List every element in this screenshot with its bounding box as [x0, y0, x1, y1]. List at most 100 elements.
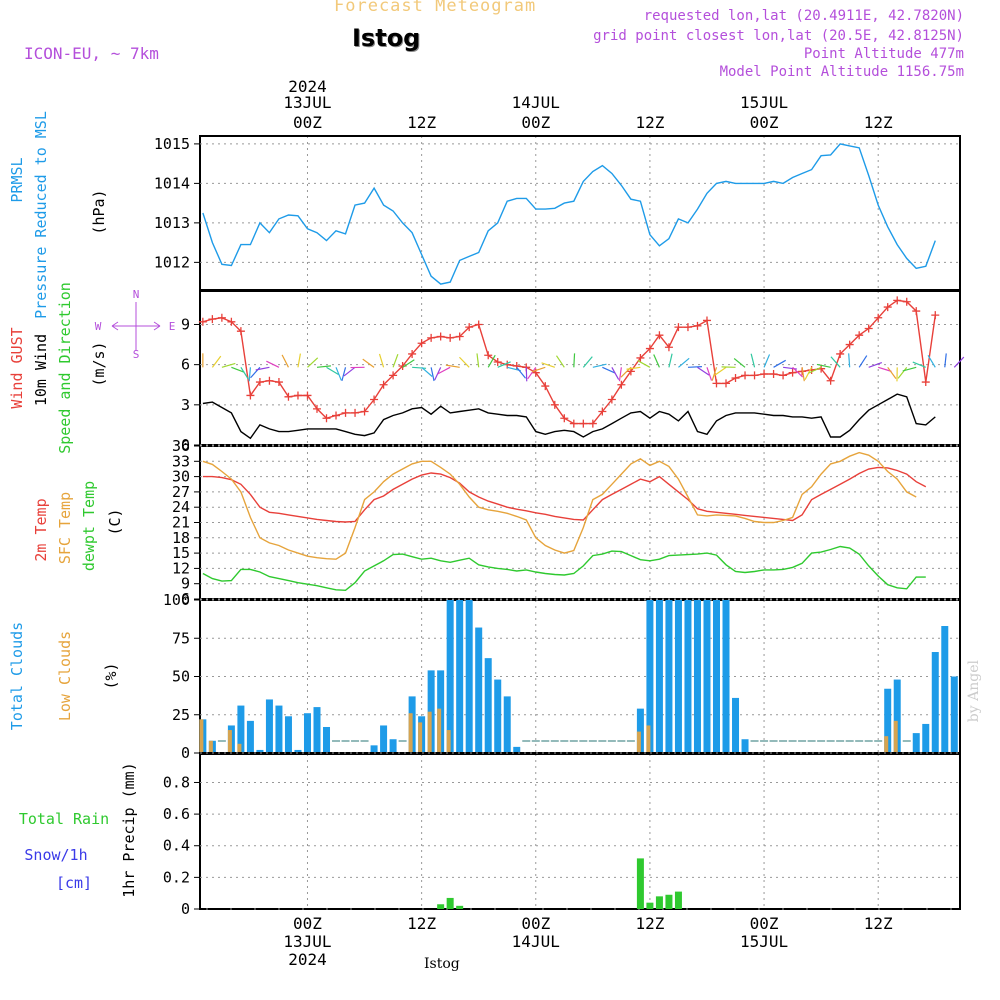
total-cloud-bar — [646, 600, 654, 752]
gust-marker — [341, 408, 350, 417]
compass-east: E — [169, 320, 176, 333]
wind-direction-arrow — [362, 358, 375, 368]
wind-direction-arrow — [912, 361, 926, 368]
gust-marker — [702, 316, 711, 325]
wind-direction-arrow — [341, 367, 347, 382]
wind-10m-label: 10m Wind — [32, 334, 50, 406]
wind-direction-arrow — [211, 355, 222, 368]
total-cloud-bar — [693, 600, 701, 752]
total-cloud-bar — [912, 733, 920, 752]
total-cloud-bar — [265, 699, 273, 752]
wind-direction-arrow — [297, 353, 301, 368]
compass-south: S — [133, 348, 140, 361]
total-cloud-bar — [294, 749, 302, 752]
clouds-unit: (%) — [102, 662, 120, 689]
wind-speed-dir-label: Speed and Direction — [56, 282, 74, 454]
gust-marker — [417, 339, 426, 348]
wind-direction-arrow — [868, 361, 883, 368]
temp-dewpt-label: dewpt Temp — [80, 481, 98, 571]
gust-marker — [550, 400, 559, 409]
precip-bar — [456, 905, 464, 909]
gust-marker — [664, 343, 673, 352]
gust-marker — [408, 349, 417, 358]
top-hour-label: 12Z — [407, 113, 436, 132]
wind-direction-arrow — [555, 355, 565, 368]
precip-bar — [446, 897, 454, 909]
series-line-wind-1 — [202, 393, 936, 440]
gust-marker — [446, 333, 455, 342]
wind-direction-arrow — [527, 366, 537, 380]
y-tick-label: 21 — [172, 514, 190, 532]
series-line-temperature-1 — [202, 451, 917, 560]
low-cloud-bar — [199, 719, 204, 752]
y-tick-label: 36 — [172, 437, 190, 455]
gust-marker — [855, 331, 864, 340]
wind-direction-arrow — [307, 357, 319, 368]
y-tick-label: 1014 — [154, 174, 190, 192]
y-tick-label: 25 — [172, 706, 190, 724]
panel-frame-pressure — [199, 135, 961, 291]
pressure-label-1: PRMSL — [8, 157, 26, 202]
wind-direction-arrow — [335, 367, 342, 381]
y-tick-label: 9 — [181, 315, 190, 333]
total-cloud-bar — [389, 739, 397, 752]
gust-marker — [512, 361, 521, 370]
pressure-label-2: Pressure Reduced to MSL — [32, 111, 50, 319]
total-cloud-bar — [446, 600, 454, 752]
total-cloud-bar — [303, 713, 311, 752]
top-date-label: 13JUL — [283, 93, 331, 112]
wind-direction-arrow — [392, 353, 399, 368]
y-tick-label: 9 — [181, 575, 190, 593]
gust-marker — [455, 332, 464, 341]
wind-direction-arrow — [248, 367, 252, 382]
wind-direction-arrow — [487, 354, 496, 368]
low-cloud-bar — [446, 730, 451, 752]
wind-direction-arrow — [804, 367, 813, 380]
wind-direction-arrow — [714, 366, 727, 376]
wind-direction-arrow — [858, 355, 868, 368]
total-cloud-bar — [732, 697, 740, 752]
gust-marker — [484, 351, 493, 360]
y-tick-label: 1012 — [154, 253, 190, 271]
low-cloud-bar — [884, 736, 889, 752]
wind-direction-arrow — [618, 367, 622, 382]
wind-direction-arrow — [801, 367, 805, 382]
bottom-date-label: 15JUL — [740, 932, 788, 951]
gust-marker — [902, 297, 911, 306]
wind-direction-arrow — [378, 353, 385, 368]
y-tick-label: 6 — [181, 590, 190, 608]
series-line-pressure-0 — [202, 143, 936, 285]
gust-marker — [303, 391, 312, 400]
top-year-label: 2024 — [288, 77, 327, 96]
total-cloud-bar — [684, 600, 692, 752]
model-altitude: Model Point Altitude 1156.75m — [719, 64, 964, 80]
compass-north: N — [133, 288, 140, 301]
precip-unit-label: 1hr Precip (mm) — [120, 762, 138, 897]
low-cloud-bar — [408, 713, 413, 752]
y-tick-label: 15 — [172, 544, 190, 562]
wind-direction-arrow — [497, 361, 511, 368]
gust-marker — [569, 419, 578, 428]
precip-bar — [646, 902, 654, 909]
gust-marker — [227, 317, 236, 326]
total-cloud-bar — [513, 746, 521, 752]
total-cloud-bar — [712, 600, 720, 752]
compass-west: W — [95, 320, 102, 333]
wind-direction-arrow — [437, 366, 451, 375]
series-line-temperature-0 — [202, 466, 927, 523]
total-cloud-bar — [246, 720, 254, 752]
wind-direction-arrow — [343, 366, 356, 377]
y-tick-label: 30 — [172, 468, 190, 486]
wind-direction-arrow — [266, 360, 280, 368]
gust-marker — [322, 414, 331, 423]
total-cloud-bar — [893, 679, 901, 752]
bottom-hour-label: 00Z — [521, 914, 550, 933]
gust-marker — [845, 340, 854, 349]
y-tick-label: 3 — [181, 396, 190, 414]
gust-marker — [760, 370, 769, 379]
gust-marker — [636, 353, 645, 362]
total-cloud-bar — [922, 723, 930, 752]
low-cloud-bar — [418, 722, 423, 752]
wind-direction-arrow — [240, 367, 249, 380]
low-cloud-bar — [646, 725, 651, 752]
